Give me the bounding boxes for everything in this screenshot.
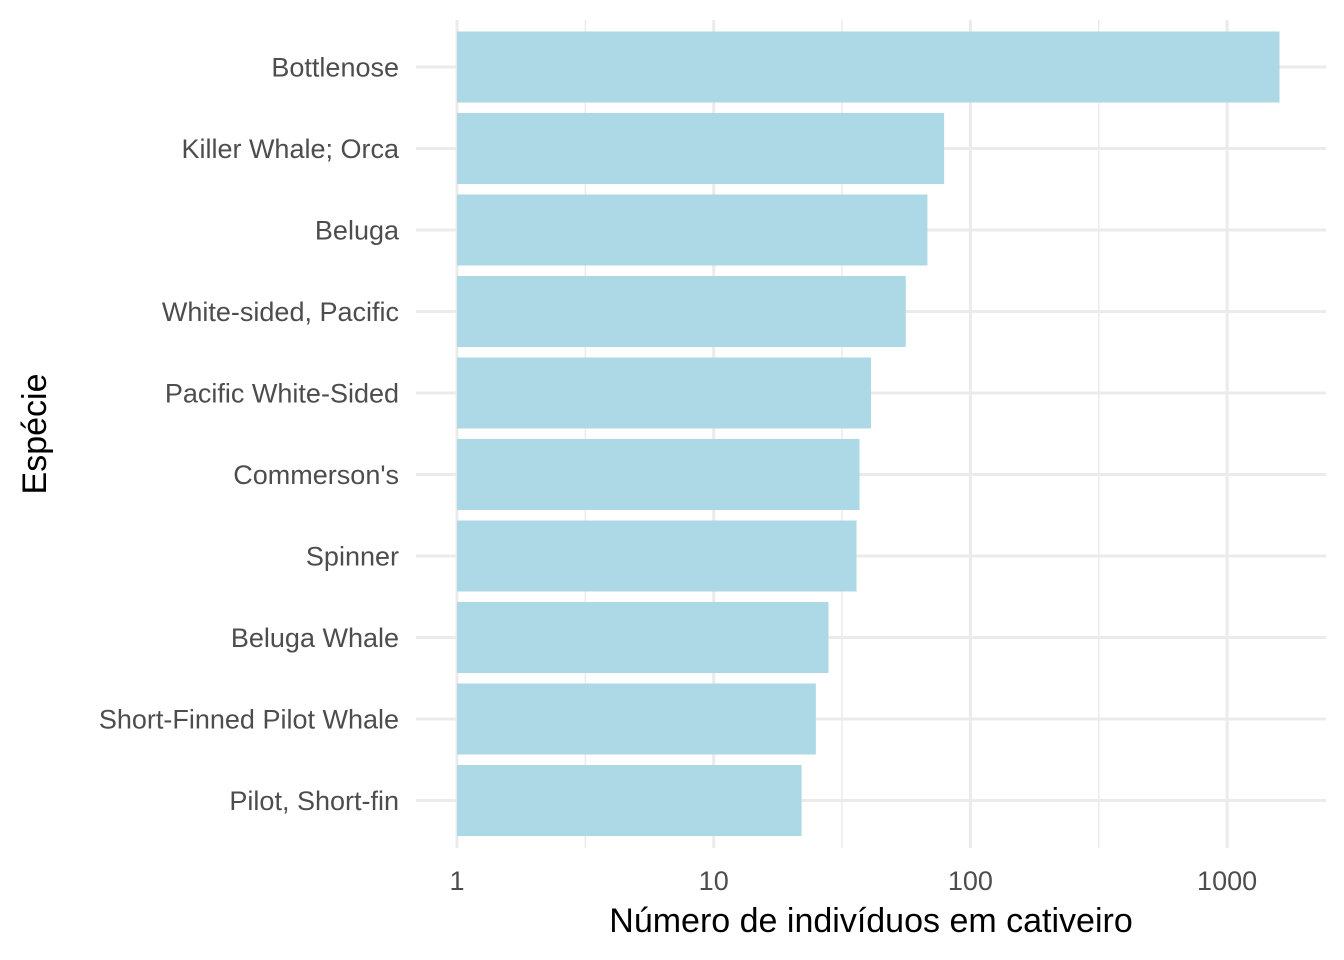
y-tick-label: Short-Finned Pilot Whale bbox=[99, 705, 399, 735]
bar bbox=[457, 194, 928, 266]
bar bbox=[457, 113, 945, 184]
x-tick-label: 1000 bbox=[1197, 866, 1257, 896]
x-tick-label: 100 bbox=[948, 866, 993, 896]
bar bbox=[457, 439, 860, 510]
y-tick-label: Spinner bbox=[306, 542, 399, 572]
bar bbox=[457, 765, 802, 836]
x-tick-label: 10 bbox=[699, 866, 729, 896]
x-axis-tick-labels: 1 10 100 1000 bbox=[449, 866, 1257, 896]
x-tick-label: 1 bbox=[449, 866, 464, 896]
y-tick-label: Pacific White-Sided bbox=[165, 379, 399, 409]
x-axis-title: Número de indivíduos em cativeiro bbox=[609, 902, 1132, 940]
bar bbox=[457, 31, 1280, 103]
y-tick-label: Beluga Whale bbox=[231, 623, 399, 653]
bar bbox=[457, 602, 829, 673]
bar bbox=[457, 357, 872, 429]
y-tick-label: White-sided, Pacific bbox=[162, 297, 399, 327]
y-axis-tick-labels: Bottlenose Killer Whale; Orca Beluga White-… bbox=[99, 53, 400, 817]
y-tick-label: Killer Whale; Orca bbox=[181, 134, 400, 164]
y-tick-label: Bottlenose bbox=[271, 53, 399, 83]
bar bbox=[457, 520, 857, 592]
y-tick-label: Beluga bbox=[315, 216, 400, 246]
bar bbox=[457, 683, 816, 755]
y-tick-label: Commerson's bbox=[233, 460, 399, 490]
y-tick-label: Pilot, Short-fin bbox=[229, 786, 399, 816]
y-axis-title: Espécie bbox=[16, 374, 54, 495]
bars bbox=[457, 31, 1280, 836]
bar bbox=[457, 276, 906, 347]
